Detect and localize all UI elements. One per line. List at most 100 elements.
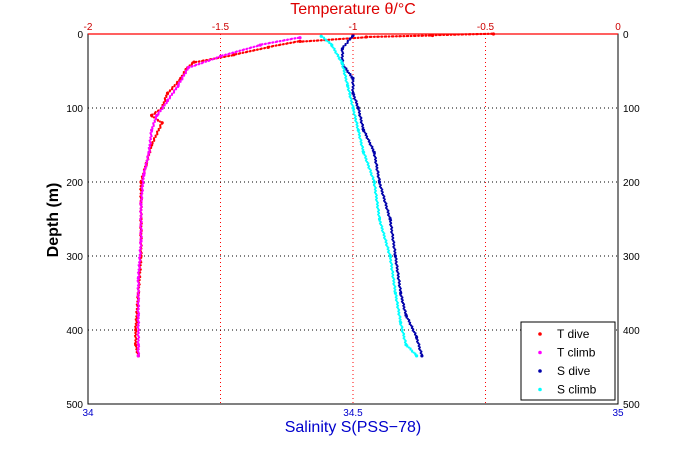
trace-dot — [145, 165, 148, 168]
trace-dot — [278, 40, 281, 43]
trace-dot — [141, 185, 145, 188]
temp-tick-label: 0 — [615, 22, 621, 33]
trace-dot — [347, 71, 351, 75]
trace-dot — [153, 139, 156, 142]
trace-dot — [150, 115, 154, 118]
trace-dot — [267, 42, 270, 45]
trace-dot — [252, 45, 255, 49]
series-s-dive — [340, 33, 424, 358]
trace-dot — [305, 40, 308, 43]
trace-dot — [244, 51, 248, 54]
trace-dot — [149, 137, 152, 141]
legend-marker — [538, 387, 542, 392]
trace-dot — [245, 47, 248, 51]
depth-tick-label-left: 0 — [77, 30, 83, 41]
trace-dot — [193, 64, 197, 67]
trace-dot — [420, 34, 423, 37]
trace-dot — [345, 68, 348, 71]
trace-dot — [153, 112, 156, 115]
legend-item: S dive — [538, 364, 591, 378]
depth-tick-label-left: 300 — [66, 252, 83, 263]
trace-dot — [138, 262, 141, 265]
trace-dot — [346, 41, 349, 45]
salinity-tick-label: 34 — [82, 408, 94, 419]
trace-dot — [190, 65, 193, 68]
top-axis-label: Temperature θ/°C — [290, 1, 416, 18]
temp-tick-label: -1 — [349, 22, 358, 33]
data-point — [377, 217, 382, 221]
trace-dot — [259, 48, 262, 51]
depth-tick-label-right: 300 — [623, 252, 640, 263]
trace-dot — [139, 255, 142, 258]
legend-item: T climb — [538, 346, 596, 360]
depth-tick-label-right: 400 — [623, 326, 640, 337]
series-t-dive — [133, 32, 496, 358]
trace-dot — [214, 57, 217, 60]
trace-dot — [321, 35, 324, 38]
y-axis-label: Depth (m) — [45, 183, 62, 258]
trace-dot — [231, 51, 234, 55]
depth-tick-label-right: 100 — [623, 104, 640, 115]
trace-dot — [157, 129, 160, 132]
depth-tick-label-left: 500 — [66, 400, 83, 411]
depth-tick-label-right: 0 — [623, 30, 629, 41]
trace-dot — [344, 44, 347, 47]
trace-dot — [412, 34, 416, 38]
trace-dot — [337, 38, 341, 41]
trace-dot — [352, 37, 355, 40]
trace-dot — [252, 49, 255, 52]
data-point — [430, 33, 435, 38]
legend-label: T climb — [557, 346, 596, 360]
trace-dot — [152, 124, 155, 127]
trace-dot — [350, 36, 354, 39]
trace-dot — [289, 38, 292, 41]
trace-dot — [330, 38, 333, 41]
trace-dot — [150, 135, 153, 138]
data-layer — [133, 32, 496, 358]
data-point — [136, 354, 140, 358]
temp-tick-label: -0.5 — [477, 22, 495, 33]
trace-dot — [161, 107, 164, 110]
trace-dot — [145, 161, 149, 164]
trace-dot — [372, 35, 376, 38]
trace-dot — [315, 39, 318, 42]
trace-dot — [394, 35, 398, 38]
trace-dot — [141, 192, 144, 195]
trace-dot — [248, 50, 251, 53]
trace-dot — [153, 120, 156, 123]
depth-tick-label-right: 500 — [623, 400, 640, 411]
trace-dot — [156, 119, 160, 122]
trace-dot — [407, 346, 410, 349]
trace-dot — [150, 130, 153, 133]
trace-dot — [326, 40, 329, 43]
trace-dot — [271, 41, 274, 44]
trace-dot — [398, 35, 401, 38]
trace-dot — [227, 55, 230, 58]
trace-dot — [292, 41, 295, 44]
trace-dot — [211, 58, 214, 61]
trace-dot — [165, 95, 168, 99]
trace-dot — [402, 35, 405, 38]
trace-dot — [248, 47, 251, 50]
trace-dot — [406, 345, 409, 348]
data-point — [377, 180, 382, 184]
temp-tick-label: -2 — [84, 22, 93, 33]
trace-dot — [176, 85, 180, 89]
trace-dot — [148, 145, 152, 148]
trace-dot — [383, 35, 386, 38]
legend-marker — [538, 350, 542, 355]
trace-dot — [138, 270, 141, 273]
depth-tick-label-left: 100 — [66, 104, 83, 115]
trace-dot — [328, 41, 331, 45]
trace-dot — [168, 97, 171, 100]
trace-dot — [286, 38, 289, 41]
trace-dot — [368, 35, 371, 38]
trace-dot — [308, 40, 311, 43]
trace-dot — [427, 34, 430, 37]
trace-dot — [255, 45, 258, 48]
trace-dot — [184, 72, 187, 75]
trace-dot — [147, 154, 150, 157]
trace-dot — [144, 168, 147, 171]
